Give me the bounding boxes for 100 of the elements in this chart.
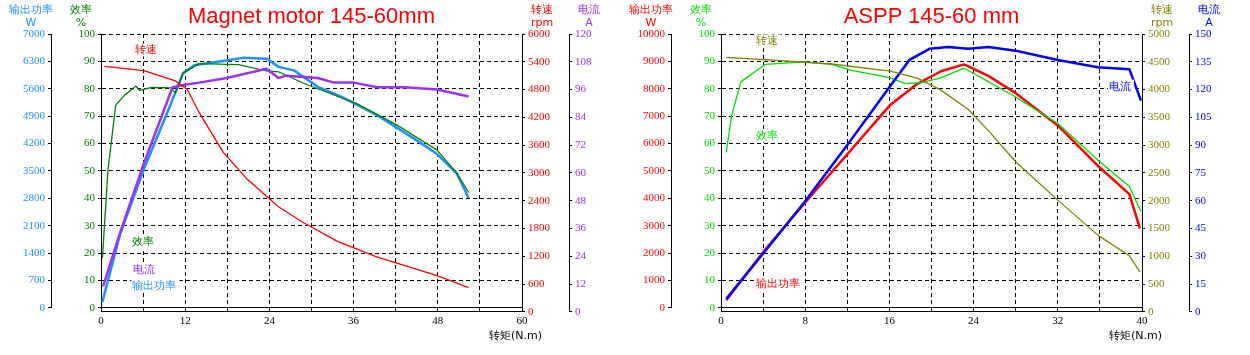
y2-axis-title: 输出功率 W <box>9 2 53 29</box>
y2-tick-label: 12 <box>575 276 586 289</box>
y-tick-label: 10 <box>704 273 716 286</box>
y-tick-label: 500 <box>1148 276 1165 289</box>
series-label: 电流 <box>1108 79 1131 93</box>
x-tick-label: 12 <box>179 314 191 327</box>
y2-tick-label: 24 <box>575 249 587 262</box>
y2-tick-label: 96 <box>575 82 587 95</box>
y2-tick-label: 150 <box>1195 26 1212 39</box>
text: 输出功率 <box>132 278 177 292</box>
y2-tick-label: 60 <box>575 165 587 178</box>
y2-axis-title: 电流 A <box>578 2 600 29</box>
y2-tick-label: 4000 <box>643 191 666 204</box>
x-tick-label: 24 <box>968 314 980 327</box>
x-tick-label: 0 <box>98 314 105 327</box>
y2-tick-label: 84 <box>575 110 587 123</box>
y2-tick-label: 0 <box>39 300 46 313</box>
y2-tick-label: 36 <box>575 221 587 234</box>
y2-tick-label: 135 <box>1195 54 1212 67</box>
y-tick-label: 3000 <box>528 165 551 178</box>
y2-tick-label: 4200 <box>23 136 46 149</box>
y-tick-label: 0 <box>89 300 96 313</box>
y2-tick-label: 2800 <box>23 191 46 204</box>
y2-tick-label: 120 <box>1195 82 1212 95</box>
y-tick-label: 0 <box>709 300 716 313</box>
chart-title: ASPP 145-60 mm <box>843 3 1020 29</box>
y2-tick-label: 6300 <box>23 54 46 67</box>
y2-tick-label: 108 <box>575 54 592 67</box>
y2-tick-label: 7000 <box>23 26 46 39</box>
y-tick-label: 100 <box>78 26 96 39</box>
y-tick-label: 40 <box>704 191 716 204</box>
y-tick-label: 4800 <box>528 82 551 95</box>
y-tick-label: 1200 <box>528 249 551 262</box>
x-tick-label: 0 <box>718 314 725 327</box>
y-axis-title: 效率 % <box>690 2 712 29</box>
y-tick-label: 0 <box>1148 304 1154 317</box>
y-tick-label: 70 <box>704 109 716 122</box>
x-tick-label: 8 <box>802 314 809 327</box>
y2-tick-label: 5600 <box>23 81 46 94</box>
y-tick-label: 30 <box>704 218 716 231</box>
y-tick-label: 1800 <box>528 221 551 234</box>
y-tick-label: 60 <box>704 136 716 149</box>
series-label: 转速 <box>134 43 157 57</box>
y2-tick-label: 75 <box>1195 165 1207 178</box>
y-tick-label: 20 <box>84 245 96 258</box>
y-tick-label: 4000 <box>1148 82 1171 95</box>
y2-tick-label: 0 <box>1195 304 1201 317</box>
y2-tick-label: 72 <box>575 138 586 151</box>
chart-title: Magnet motor 145-60mm <box>188 3 435 29</box>
x-axis-title: 转矩(N.m) <box>488 328 542 342</box>
y-tick-label: 600 <box>528 276 545 289</box>
y2-tick-label: 60 <box>1195 193 1207 206</box>
y-tick-label: 1000 <box>1148 249 1171 262</box>
y-axis-title: 效率 % <box>70 2 92 29</box>
text: 效率 <box>132 235 155 249</box>
y2-tick-label: 105 <box>1195 110 1212 123</box>
y2-tick-label: 700 <box>28 273 46 286</box>
y-axis-title: 转速 rpm <box>530 2 554 29</box>
y2-tick-label: 10000 <box>637 26 666 39</box>
series-label: 电流 <box>133 263 156 277</box>
y-tick-label: 0 <box>528 304 534 317</box>
y2-tick-label: 4900 <box>23 109 46 122</box>
y-tick-label: 4500 <box>1148 54 1171 67</box>
y2-axis-title: 输出功率 W <box>629 2 673 29</box>
y-tick-label: 3500 <box>1148 110 1171 123</box>
y-tick-label: 40 <box>84 191 96 204</box>
y2-tick-label: 30 <box>1195 249 1207 262</box>
y2-tick-label: 45 <box>1195 221 1207 234</box>
x-tick-label: 36 <box>348 314 360 327</box>
y2-tick-label: 3000 <box>643 218 666 231</box>
y-axis-title: 转速 rpm <box>1150 2 1174 29</box>
series-label: 转速 <box>756 34 779 48</box>
y2-tick-label: 90 <box>1195 138 1207 151</box>
x-axis-title: 转矩(N.m) <box>1108 328 1162 342</box>
x-tick-label: 16 <box>883 314 896 327</box>
y2-tick-label: 9000 <box>643 54 666 67</box>
y-tick-label: 2500 <box>1148 165 1171 178</box>
y-tick-label: 90 <box>704 54 716 67</box>
x-tick-label: 60 <box>516 314 528 327</box>
y-tick-label: 30 <box>84 218 96 231</box>
y2-tick-label: 48 <box>575 193 587 206</box>
y-tick-label: 10 <box>84 273 96 286</box>
y2-tick-label: 1400 <box>23 245 46 258</box>
y-tick-label: 2400 <box>528 193 551 206</box>
y-tick-label: 3600 <box>528 138 551 151</box>
y-tick-label: 5400 <box>528 54 551 67</box>
y-tick-label: 4200 <box>528 110 551 123</box>
y2-tick-label: 2100 <box>23 218 46 231</box>
y2-tick-label: 15 <box>1195 276 1207 289</box>
y2-tick-label: 7000 <box>643 109 666 122</box>
series-label: 输出功率 <box>756 276 801 290</box>
x-tick-label: 32 <box>1052 314 1064 327</box>
y-tick-label: 70 <box>84 109 96 122</box>
y2-tick-label: 5000 <box>643 163 666 176</box>
x-tick-label: 48 <box>432 314 444 327</box>
text: 效率 <box>756 129 779 143</box>
y2-tick-label: 6000 <box>643 136 666 149</box>
y2-tick-label: 0 <box>575 304 581 317</box>
y2-tick-label: 3500 <box>23 163 46 176</box>
y-tick-label: 50 <box>704 163 716 176</box>
